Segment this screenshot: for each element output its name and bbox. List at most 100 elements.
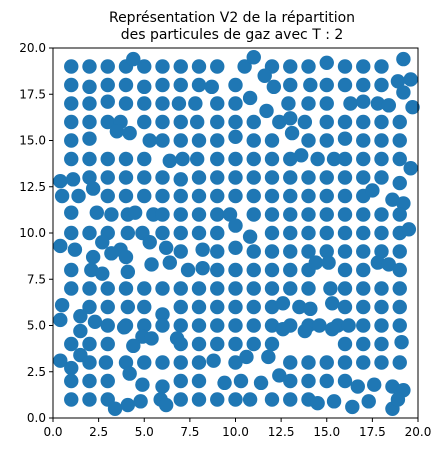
particle-point — [64, 114, 79, 130]
particle-point — [370, 255, 386, 270]
particle-point — [95, 235, 110, 250]
x-tick-label: 5.0 — [135, 425, 154, 439]
particle-point — [217, 375, 232, 391]
particle-point — [337, 188, 353, 204]
particle-point — [82, 336, 97, 352]
particle-point — [173, 188, 188, 204]
particle-point — [283, 281, 298, 296]
particle-point — [275, 322, 291, 337]
particle-point — [242, 392, 258, 407]
particle-point — [82, 151, 97, 167]
particle-point — [210, 151, 225, 167]
particle-point — [191, 59, 207, 74]
chart-title-line1: Représentation V2 de la répartition — [109, 10, 355, 26]
particle-point — [87, 314, 103, 329]
particle-point — [104, 207, 119, 222]
particle-point — [210, 188, 225, 204]
particle-point — [173, 244, 188, 259]
particle-point — [264, 262, 280, 278]
particle-point — [173, 172, 188, 187]
particle-point — [100, 170, 115, 185]
particle-point — [210, 244, 225, 259]
particle-point — [374, 281, 389, 296]
particle-point — [54, 188, 70, 204]
particle-point — [173, 318, 188, 333]
particle-point — [116, 320, 132, 335]
particle-point — [401, 222, 417, 237]
particle-point — [120, 225, 136, 241]
particle-point — [239, 349, 254, 365]
particle-point — [301, 225, 316, 241]
particle-point — [272, 368, 287, 383]
particle-point — [191, 336, 207, 352]
particle-point — [385, 379, 400, 394]
particle-point — [337, 114, 353, 130]
particle-point — [403, 161, 418, 176]
particle-point — [54, 297, 70, 313]
particle-point — [356, 225, 371, 241]
particle-point — [356, 355, 371, 370]
particle-point — [118, 96, 134, 111]
particle-point — [82, 355, 97, 370]
particle-point — [319, 244, 334, 259]
particle-point — [264, 151, 280, 167]
particle-point — [71, 188, 86, 204]
particle-point — [242, 90, 258, 106]
particle-point — [374, 336, 389, 352]
particle-point — [155, 114, 170, 130]
particle-point — [228, 170, 243, 185]
particle-point — [173, 373, 188, 389]
particle-point — [319, 77, 334, 93]
particle-point — [303, 77, 318, 93]
particle-point — [73, 309, 88, 324]
particle-point — [137, 299, 152, 315]
particle-point — [210, 281, 225, 296]
particle-point — [374, 170, 389, 185]
particle-point — [204, 79, 219, 95]
particle-point — [64, 59, 79, 74]
particle-point — [195, 242, 210, 257]
particle-point — [374, 318, 389, 333]
particle-point — [246, 133, 261, 148]
particle-point — [337, 262, 353, 278]
particle-point — [343, 96, 358, 111]
particle-point — [374, 207, 389, 222]
particle-point — [53, 174, 68, 189]
particle-point — [259, 103, 274, 119]
x-tick-label: 2.5 — [89, 425, 108, 439]
particle-point — [319, 225, 334, 241]
particle-point — [228, 240, 243, 255]
particle-point — [396, 51, 411, 67]
particle-point — [341, 318, 356, 333]
particle-point — [356, 114, 371, 130]
particle-point — [53, 238, 68, 254]
particle-point — [162, 153, 177, 169]
particle-point — [374, 133, 389, 148]
particle-point — [261, 349, 276, 365]
particle-point — [321, 255, 336, 270]
particle-point — [301, 59, 316, 74]
particle-point — [191, 133, 207, 148]
particle-point — [374, 77, 389, 93]
particle-point — [175, 151, 190, 167]
particle-point — [301, 281, 316, 296]
particle-point — [367, 377, 382, 392]
particle-point — [264, 188, 280, 204]
particle-point — [264, 299, 280, 315]
particle-point — [82, 79, 97, 95]
particle-point — [283, 392, 298, 407]
particle-point — [155, 170, 170, 185]
particle-point — [228, 114, 243, 130]
particle-point — [120, 264, 136, 280]
particle-point — [374, 355, 389, 370]
particle-point — [283, 244, 298, 259]
particle-point — [180, 262, 196, 278]
particle-point — [155, 225, 170, 241]
particle-point — [264, 336, 280, 352]
particle-point — [392, 244, 407, 259]
particle-point — [356, 299, 371, 315]
particle-point — [118, 249, 134, 265]
particle-point — [228, 281, 243, 296]
particle-point — [155, 318, 170, 333]
particle-point — [210, 318, 225, 333]
